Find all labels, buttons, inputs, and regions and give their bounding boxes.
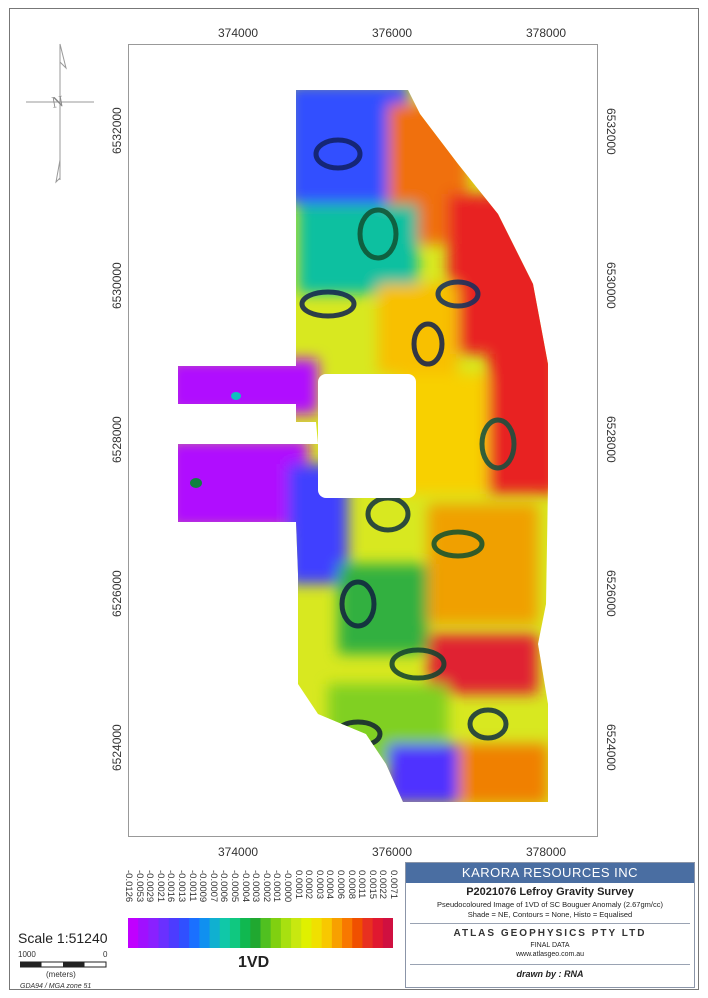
legend-swatch (362, 918, 374, 948)
company-name: KARORA RESOURCES INC (406, 863, 694, 883)
y-tick-right-6524000: 6524000 (604, 724, 618, 771)
legend-title: 1VD (238, 954, 270, 971)
legend-label: -0.0003 (250, 870, 262, 903)
contractor-website: www.atlasgeo.com.au (515, 951, 585, 958)
legend-swatch (229, 918, 241, 948)
legend-swatch (209, 918, 221, 948)
legend-label: 0.0002 (303, 870, 315, 900)
scale-label: Scale 1:51240 (18, 930, 108, 946)
contractor-name: ATLAS GEOPHYSICS PTY LTD (453, 928, 647, 939)
legend-label: -0.0000 (282, 870, 293, 903)
y-tick-left-6524000: 6524000 (110, 724, 124, 771)
legend-swatch (372, 918, 384, 948)
legend-swatch (382, 918, 393, 948)
data-status: FINAL DATA (530, 942, 570, 949)
legend-label: -0.0001 (271, 870, 283, 903)
title-block-divider-2 (410, 964, 690, 965)
legend-swatch (311, 918, 323, 948)
title-block-divider (410, 923, 690, 924)
north-label: N (50, 93, 65, 112)
legend-label: 0.0008 (345, 870, 357, 900)
legend-swatch (342, 918, 353, 948)
legend-label: -0.0006 (218, 870, 230, 903)
legend-swatch (168, 918, 180, 948)
legend-swatch (128, 918, 139, 948)
legend-label: 0.0011 (356, 870, 368, 899)
legend-swatch (138, 918, 149, 948)
scale-left-value: 1000 (18, 950, 36, 959)
legend-swatch (189, 918, 200, 948)
scale-datum: GDA94 / MGA zone 51 (20, 983, 92, 990)
legend-label: -0.0013 (176, 870, 187, 903)
legend-swatch (321, 918, 333, 948)
sheet-frame (9, 8, 699, 990)
x-tick-top-378000: 378000 (526, 26, 567, 40)
legend-swatch (331, 918, 343, 948)
legend-swatch (178, 918, 190, 948)
scale-units: (meters) (46, 970, 76, 979)
north-arrow-icon (26, 43, 94, 184)
y-tick-left-6528000: 6528000 (110, 416, 124, 463)
legend-colorbar (128, 918, 393, 948)
x-tick-top-376000: 376000 (372, 26, 413, 40)
y-tick-left-6532000: 6532000 (110, 107, 124, 154)
title-block: KARORA RESOURCES INC P2021076 Lefroy Gra… (405, 862, 695, 988)
survey-title: P2021076 Lefroy Gravity Survey (466, 886, 634, 898)
legend-label: -0.0029 (144, 870, 156, 903)
legend-swatch (280, 918, 292, 948)
scale-bar (20, 961, 107, 968)
legend-label: 0.0022 (377, 870, 389, 900)
survey-description: Pseudocoloured Image of 1VD of SC Bougue… (437, 900, 663, 909)
y-tick-right-6530000: 6530000 (604, 262, 618, 309)
x-tick-bottom-376000: 376000 (372, 845, 413, 859)
x-tick-top-374000: 374000 (218, 26, 259, 40)
x-tick-bottom-378000: 378000 (526, 845, 567, 859)
legend-swatch (352, 918, 364, 948)
y-tick-right-6532000: 6532000 (604, 108, 618, 155)
legend-swatch (301, 918, 313, 948)
y-tick-right-6526000: 6526000 (604, 570, 618, 617)
y-tick-left-6530000: 6530000 (110, 262, 124, 309)
legend-swatch (148, 918, 160, 948)
legend-swatch (291, 918, 302, 948)
legend-swatch (270, 918, 282, 948)
y-tick-right-6528000: 6528000 (604, 416, 618, 463)
legend-swatch (250, 918, 262, 948)
y-tick-left-6526000: 6526000 (110, 570, 124, 617)
x-tick-bottom-374000: 374000 (218, 845, 259, 859)
legend-label: -0.0016 (165, 870, 177, 903)
legend-label: -0.0011 (186, 870, 198, 902)
gravity-image (178, 90, 548, 802)
legend-swatch (260, 918, 272, 948)
scale-right-value: 0 (103, 950, 108, 959)
legend-label: 0.0006 (335, 870, 346, 900)
survey-parameters: Shade = NE, Contours = None, Histo = Equ… (467, 910, 633, 919)
legend-label: -0.0005 (229, 870, 240, 903)
legend-swatch (199, 918, 211, 948)
legend-label: -0.0126 (123, 870, 134, 903)
legend-swatch (219, 918, 231, 948)
legend-label: -0.0053 (133, 870, 145, 903)
legend-label: 0.0001 (292, 870, 304, 900)
legend-label: 0.0071 (388, 870, 399, 900)
legend-label: -0.0009 (197, 870, 209, 903)
legend-label: -0.0004 (239, 870, 251, 903)
legend-label: 0.0004 (324, 870, 336, 900)
legend-swatch (240, 918, 251, 948)
drawn-by: drawn by : RNA (516, 969, 584, 979)
legend-swatch (158, 918, 170, 948)
